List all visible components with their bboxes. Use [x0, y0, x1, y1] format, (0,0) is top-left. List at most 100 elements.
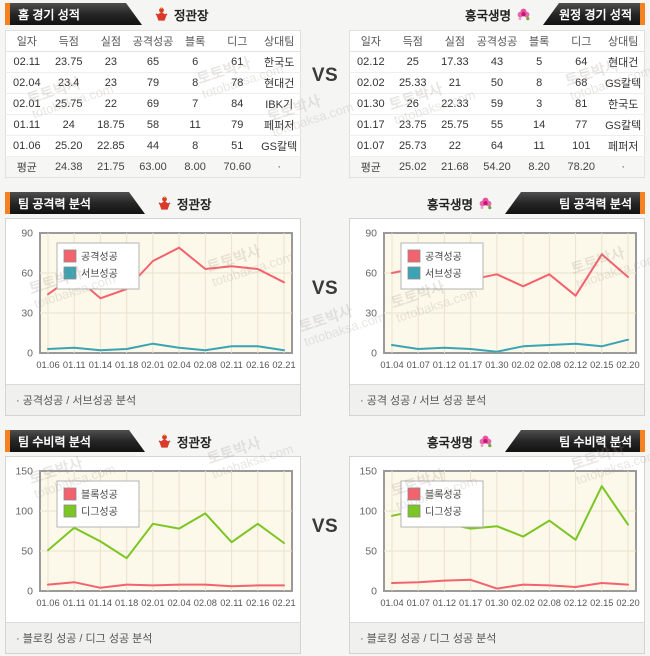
table-header-cell: 득점	[47, 30, 90, 52]
svg-text:30: 30	[365, 308, 377, 320]
table-cell: 14	[518, 114, 561, 136]
team-label-away: 흥국생명	[427, 430, 493, 452]
table-cell: 22	[433, 135, 476, 157]
table-header-cell: 블록	[518, 30, 561, 52]
svg-text:블록성공: 블록성공	[81, 489, 118, 501]
table-cell: 02.11	[5, 51, 48, 73]
svg-text:블록성공: 블록성공	[425, 489, 462, 501]
table-cell: 17.33	[433, 51, 476, 73]
svg-text:02.20: 02.20	[616, 360, 639, 370]
svg-text:01.11: 01.11	[63, 598, 86, 608]
svg-text:01.30: 01.30	[485, 360, 508, 370]
table-row: 02.04 23.4 23 79 8 78 현대건	[5, 72, 301, 94]
home-record-header: 홈 경기 성적 정관장	[5, 3, 301, 25]
table-cell: 84	[216, 93, 259, 115]
defense-header-home: 팀 수비력 분석 정관장	[5, 430, 301, 452]
attack-chart-panel-home: 공격성공 서브성공 0 30 60 90 01.06 01.11 01.14 01.18 02.01…	[5, 218, 301, 416]
section-title: 팀 공격력 분석	[18, 196, 91, 211]
table-cell: 70.60	[216, 156, 259, 178]
table-avg-row: 평균 25.02 21.68 54.20 8.20 78.20 ·	[349, 156, 645, 178]
svg-text:02.08: 02.08	[194, 360, 217, 370]
team-name: 흥국생명	[464, 8, 511, 23]
table-cell: ·	[602, 156, 645, 178]
section-title-bar: 팀 공격력 분석	[5, 192, 145, 214]
table-cell: 25.75	[47, 93, 90, 115]
table-cell: 01.11	[5, 114, 48, 136]
table-cell: 24.38	[47, 156, 90, 178]
team-label-away: 흥국생명	[465, 3, 531, 25]
defense-chart-away: 블록성공 디그성공 0 50 100 150 01.04 01.07 01.12 01.17 01.…	[350, 457, 644, 622]
table-cell: 69	[131, 93, 175, 115]
svg-text:서브성공: 서브성공	[81, 268, 118, 280]
orange-accent-strip	[5, 430, 10, 452]
svg-text:02.04: 02.04	[167, 598, 190, 608]
table-cell: 한국도	[602, 93, 645, 115]
attack-chart-panel-away: 공격성공 서브성공 0 30 60 90 01.04 01.07 01.12 01.17 01.30…	[349, 218, 645, 416]
table-cell: 페퍼저	[602, 135, 645, 157]
table-cell: 68	[560, 72, 603, 94]
team-label-home: 정관장	[157, 192, 212, 214]
svg-text:02.08: 02.08	[538, 598, 561, 608]
defense-header-away: 흥국생명 팀 수비력 분석	[349, 430, 645, 452]
section-title-bar: 홈 경기 성적	[5, 3, 142, 25]
table-cell: 현대건	[602, 51, 645, 73]
table-cell: 8.00	[174, 156, 217, 178]
vs-label: VS	[311, 278, 339, 299]
table-header-cell: 실점	[433, 30, 476, 52]
home-record-section: 홈 경기 성적 정관장 일자 득점 실점 공격성공 블록 디그 상대팀 02.11 23.75 2…	[5, 3, 301, 178]
svg-text:02.16: 02.16	[246, 360, 269, 370]
table-row: 01.17 23.75 25.75 55 14 77 GS칼텍	[349, 114, 645, 136]
table-row: 일자 득점 실점 공격성공 블록 디그 상대팀	[5, 30, 301, 52]
svg-text:01.18: 01.18	[115, 598, 138, 608]
attack-chart-home: 공격성공 서브성공 0 30 60 90 01.06 01.11 01.14 01.18 02.01…	[6, 219, 300, 384]
svg-text:0: 0	[27, 586, 33, 598]
svg-text:02.15: 02.15	[590, 598, 613, 608]
svg-text:01.14: 01.14	[89, 598, 112, 608]
svg-text:100: 100	[15, 506, 33, 518]
table-cell: 11	[518, 135, 561, 157]
section-title-bar: 팀 수비력 분석	[505, 430, 645, 452]
table-cell: 18.75	[89, 114, 132, 136]
svg-text:01.17: 01.17	[459, 360, 482, 370]
attack-chart-away: 공격성공 서브성공 0 30 60 90 01.04 01.07 01.12 01.17 01.30…	[350, 219, 644, 384]
table-header-cell: 일자	[5, 30, 48, 52]
home-stats-table: 일자 득점 실점 공격성공 블록 디그 상대팀 02.11 23.75 23 65 6 61 한국도 02.…	[5, 30, 301, 178]
table-cell: 61	[216, 51, 259, 73]
table-cell: 25.33	[391, 72, 434, 94]
table-cell: 101	[560, 135, 603, 157]
attack-header-away: 흥국생명 팀 공격력 분석	[349, 192, 645, 214]
table-cell: 8	[174, 135, 217, 157]
vs-cell: VS	[301, 3, 349, 178]
table-cell: 25	[391, 51, 434, 73]
svg-text:0: 0	[371, 348, 377, 360]
svg-text:02.11: 02.11	[220, 598, 243, 608]
table-cell: 8.20	[518, 156, 561, 178]
table-cell: 7	[174, 93, 217, 115]
attack-section-home: 팀 공격력 분석 정관장 공격성공 서브성공 0 30 60 90 01.06 01.11 01…	[5, 192, 301, 416]
svg-text:공격성공: 공격성공	[81, 250, 118, 263]
svg-text:0: 0	[371, 586, 377, 598]
vs-label: VS	[311, 516, 339, 537]
table-cell: 25.02	[391, 156, 434, 178]
table-cell: 26	[391, 93, 434, 115]
jungkwanjang-mascot-icon	[158, 433, 171, 448]
svg-text:02.20: 02.20	[616, 598, 639, 608]
svg-text:90: 90	[21, 228, 33, 240]
team-name: 정관장	[177, 435, 212, 450]
vs-cell: VS	[301, 430, 349, 654]
svg-text:서브성공: 서브성공	[425, 268, 462, 280]
table-cell: 01.07	[349, 135, 392, 157]
section-title-bar: 팀 공격력 분석	[505, 192, 645, 214]
svg-text:150: 150	[359, 466, 377, 478]
table-cell: 02.02	[349, 72, 392, 94]
svg-text:02.04: 02.04	[167, 360, 190, 370]
svg-text:02.15: 02.15	[590, 360, 613, 370]
table-cell: 77	[560, 114, 603, 136]
table-header-cell: 일자	[349, 30, 392, 52]
svg-text:02.01: 02.01	[141, 598, 164, 608]
away-stats-table: 일자 득점 실점 공격성공 블록 디그 상대팀 02.12 25 17.33 43 5 64 현대건 02.…	[349, 30, 645, 178]
table-cell: 02.01	[5, 93, 48, 115]
table-cell: 21	[433, 72, 476, 94]
svg-text:02.12: 02.12	[564, 360, 587, 370]
